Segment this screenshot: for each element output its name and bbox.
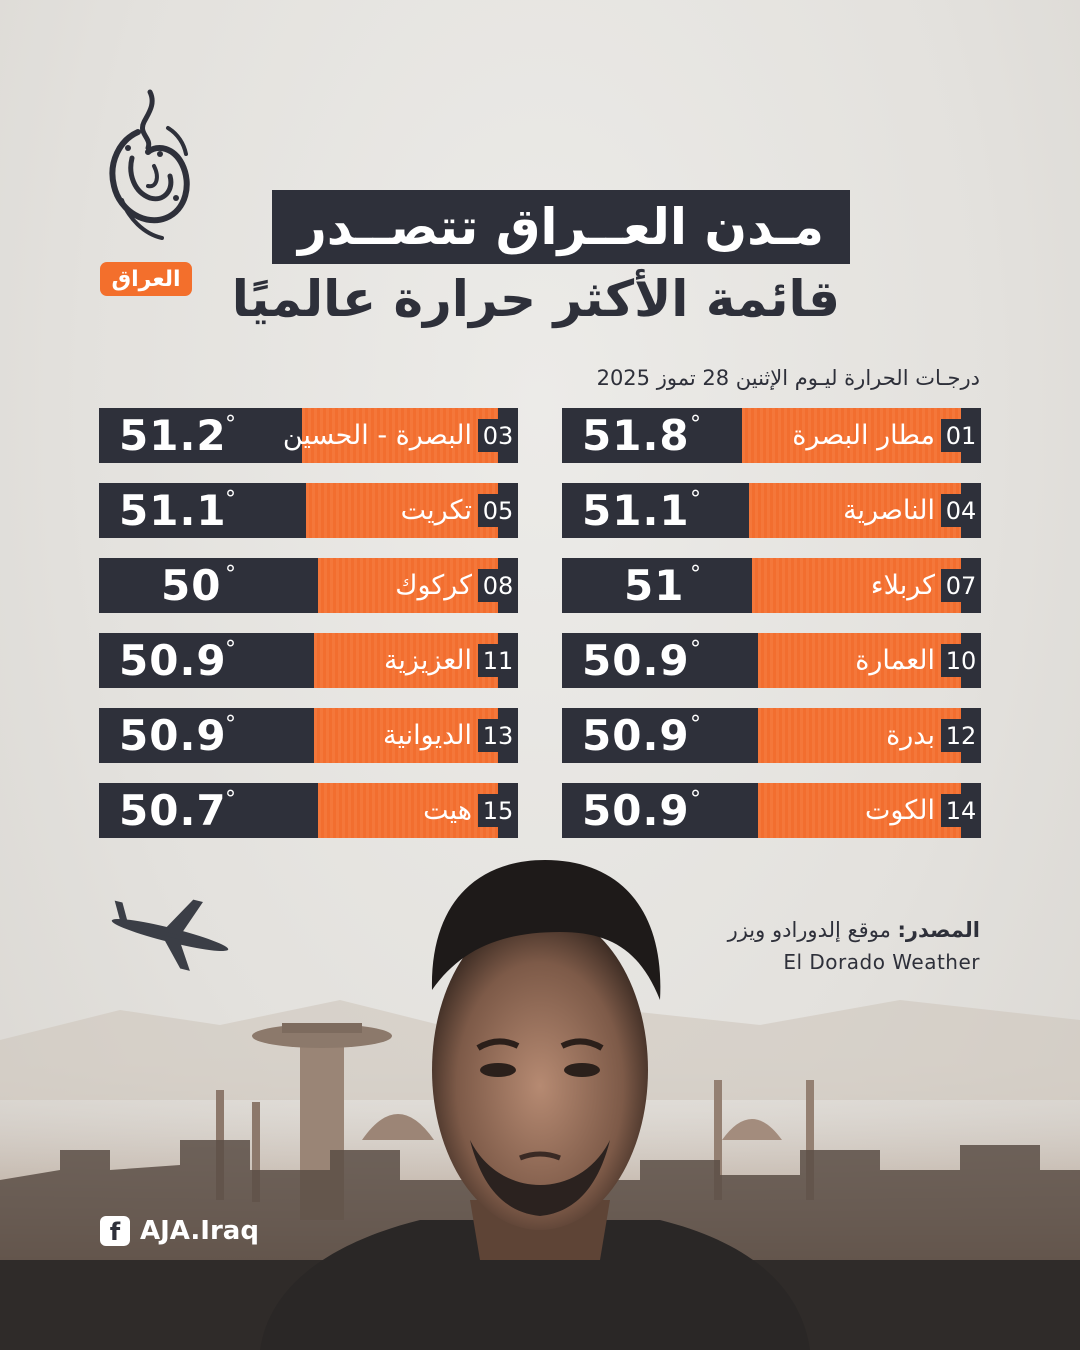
temperature-value: 50.9 xyxy=(119,636,227,685)
city-name: كربلاء xyxy=(870,570,935,601)
degree-symbol: ° xyxy=(225,487,236,512)
city-name: بدرة xyxy=(886,720,935,751)
rank-badge: 04 xyxy=(941,494,981,527)
rank-badge: 05 xyxy=(478,494,518,527)
city-name: الناصرية xyxy=(843,495,935,526)
city-name: الكوت xyxy=(864,795,935,826)
social-handle-text: AJA.Iraq xyxy=(140,1216,259,1246)
row-bar xyxy=(752,558,961,613)
city-name: الديوانية xyxy=(382,720,472,751)
date-line: درجـات الحرارة ليـوم الإثنين 28 تموز 202… xyxy=(596,366,980,390)
source-credit: المصدر: موقع إلدورادو ويزر El Dorado Wea… xyxy=(728,918,980,974)
row-bar xyxy=(314,633,498,688)
row-bar xyxy=(302,408,498,463)
source-english: El Dorado Weather xyxy=(783,950,980,974)
list-item: تكريت 05 51.1 ° xyxy=(99,483,518,538)
row-bar xyxy=(318,783,498,838)
degree-symbol: ° xyxy=(690,712,701,737)
page-title: مـدن العــراق تتصــدر xyxy=(272,190,850,264)
temperature-value: 50.7 xyxy=(119,786,227,835)
city-name: العمارة xyxy=(855,645,935,676)
city-name: العزيزية xyxy=(383,645,472,676)
degree-symbol: ° xyxy=(225,787,236,812)
list-item: الكوت 14 50.9 ° xyxy=(562,783,981,838)
row-bar xyxy=(318,558,498,613)
city-name: البصرة - الحسين xyxy=(282,420,472,451)
row-bar xyxy=(758,708,961,763)
temperature-value: 51.2 xyxy=(119,411,227,460)
city-name: كركوك xyxy=(395,570,472,601)
row-bar xyxy=(749,483,961,538)
row-bar xyxy=(758,633,961,688)
city-name: هيت xyxy=(423,795,472,826)
city-name: تكريت xyxy=(400,495,472,526)
temperature-value: 50.9 xyxy=(582,711,690,760)
scene-illustration xyxy=(0,860,1080,1350)
rank-badge: 07 xyxy=(941,569,981,602)
rank-badge: 15 xyxy=(478,794,518,827)
list-item: كركوك 08 50 ° xyxy=(99,558,518,613)
list-item: مطار البصرة 01 51.8 ° xyxy=(562,408,981,463)
source-label: المصدر: xyxy=(897,918,980,942)
list-item: هيت 15 50.7 ° xyxy=(99,783,518,838)
list-item: العزيزية 11 50.9 ° xyxy=(99,633,518,688)
rank-badge: 01 xyxy=(941,419,981,452)
degree-symbol: ° xyxy=(690,412,701,437)
temperature-value: 51 xyxy=(624,561,685,610)
degree-symbol: ° xyxy=(225,712,236,737)
page-subtitle: قائمة الأكثر حرارة عالميًا xyxy=(231,270,840,328)
temperature-value: 50.9 xyxy=(582,786,690,835)
facebook-icon: f xyxy=(100,1216,130,1246)
list-item: الديوانية 13 50.9 ° xyxy=(99,708,518,763)
row-bar xyxy=(742,408,961,463)
temperature-value: 50.9 xyxy=(119,711,227,760)
rank-badge: 12 xyxy=(941,719,981,752)
temperature-value: 51.1 xyxy=(582,486,690,535)
degree-symbol: ° xyxy=(690,487,701,512)
rank-badge: 14 xyxy=(941,794,981,827)
rank-badge: 03 xyxy=(478,419,518,452)
rank-badge: 10 xyxy=(941,644,981,677)
list-item: العمارة 10 50.9 ° xyxy=(562,633,981,688)
city-name: مطار البصرة xyxy=(792,420,935,451)
degree-symbol: ° xyxy=(225,412,236,437)
list-item: البصرة - الحسين 03 51.2 ° xyxy=(99,408,518,463)
row-bar xyxy=(314,708,498,763)
list-item: كربلاء 07 51 ° xyxy=(562,558,981,613)
list-item: بدرة 12 50.9 ° xyxy=(562,708,981,763)
temperature-value: 51.1 xyxy=(119,486,227,535)
degree-symbol: ° xyxy=(225,637,236,662)
degree-symbol: ° xyxy=(225,562,236,587)
degree-symbol: ° xyxy=(690,637,701,662)
degree-symbol: ° xyxy=(690,562,701,587)
temperature-value: 50 xyxy=(161,561,222,610)
rank-badge: 08 xyxy=(478,569,518,602)
aljazeera-logo xyxy=(109,89,190,240)
rank-badge: 13 xyxy=(478,719,518,752)
degree-symbol: ° xyxy=(690,787,701,812)
social-handle: f AJA.Iraq xyxy=(100,1216,259,1246)
row-bar xyxy=(306,483,498,538)
temperature-value: 50.9 xyxy=(582,636,690,685)
brand-badge: العراق xyxy=(100,262,192,296)
temperature-value: 51.8 xyxy=(582,411,690,460)
rank-badge: 11 xyxy=(478,644,518,677)
row-bar xyxy=(758,783,961,838)
source-line: المصدر: موقع إلدورادو ويزر xyxy=(728,918,980,942)
source-text: موقع إلدورادو ويزر xyxy=(727,918,891,942)
list-item: الناصرية 04 51.1 ° xyxy=(562,483,981,538)
